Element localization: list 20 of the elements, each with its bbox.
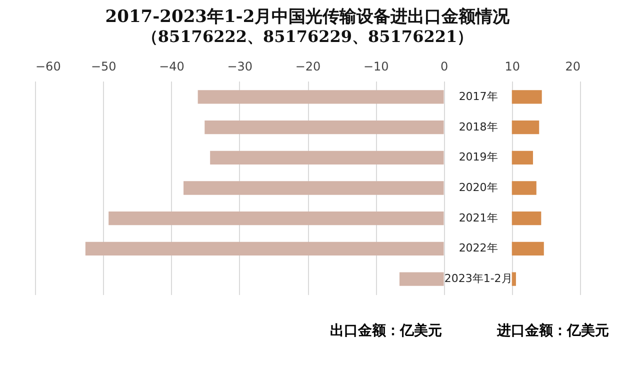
chart-subtitle: （85176222、85176229、85176221） (142, 27, 474, 46)
x-tick-label: −50 (90, 60, 116, 74)
x-tick-label: −60 (36, 60, 61, 74)
x-tick-label: −40 (159, 60, 184, 74)
text: 出口金额：亿美元 (330, 322, 442, 340)
x-tick-label: 10 (504, 60, 520, 74)
text: 进口金额：亿美元 (497, 322, 609, 340)
x-tick-label: −20 (295, 60, 321, 74)
y-tick-label: 2020年 (458, 181, 498, 194)
y-tick-label: 2019年 (458, 150, 498, 164)
y-tick-label: 2021年 (458, 211, 498, 224)
y-tick-label: 2022年 (458, 242, 498, 255)
x-tick-label: 20 (565, 60, 580, 74)
chart-title: 2017-2023年1-2月中国光传输设备进出口金额情况 (105, 7, 511, 27)
y-tick-label: 2023年1-2月 (444, 272, 512, 286)
x-tick-label: −10 (363, 60, 389, 74)
x-tick-label: −30 (227, 60, 253, 74)
x-tick-label: 0 (440, 60, 448, 74)
y-tick-label: 2018年 (458, 120, 498, 134)
y-tick-label: 2017年 (458, 90, 498, 103)
